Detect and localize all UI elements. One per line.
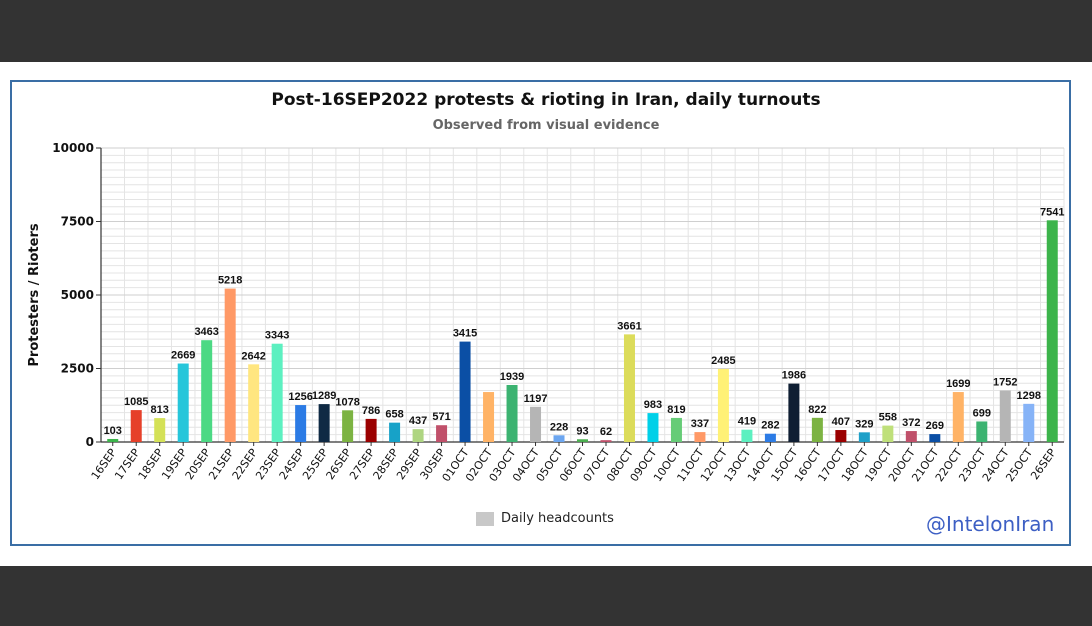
data-label: 2485: [711, 355, 735, 367]
y-tick-label: 5000: [61, 288, 94, 302]
data-label: 1699: [946, 378, 970, 390]
bar: [976, 421, 988, 442]
data-label: 2669: [171, 350, 195, 362]
data-label: 813: [151, 404, 169, 416]
x-tick-label: 26SEP: [1028, 446, 1059, 482]
bottom-letterbox-bar: [0, 566, 1092, 626]
bar: [647, 413, 659, 442]
chart-subtitle: Observed from visual evidence: [432, 118, 660, 133]
data-label: 282: [761, 420, 779, 432]
data-label: 983: [644, 399, 662, 411]
data-label: 5218: [218, 275, 242, 287]
data-label: 7541: [1040, 206, 1064, 218]
chart-legend: Daily headcounts: [476, 511, 614, 526]
data-label: 786: [362, 405, 380, 417]
bar: [389, 422, 401, 442]
bar: [107, 438, 119, 442]
data-label: 437: [409, 415, 427, 427]
bar: [835, 430, 847, 442]
bar: [412, 429, 424, 442]
chart-stage: Post-16SEP2022 protests & rioting in Ira…: [0, 62, 1092, 566]
bar: [295, 405, 307, 442]
bar: [271, 343, 283, 442]
bar-chart: 0 2500 5000 7500 10000 Protesters / Rioters 10…: [27, 141, 1065, 484]
bar: [882, 425, 894, 442]
bar: [248, 364, 260, 442]
bar: [694, 432, 706, 442]
data-label: 2642: [241, 350, 265, 362]
data-label: 699: [973, 407, 991, 419]
bar: [177, 363, 189, 442]
data-label: 571: [432, 411, 450, 423]
bar: [154, 418, 166, 442]
bar: [318, 404, 330, 442]
bar: [952, 392, 964, 442]
bar: [342, 410, 354, 442]
bar: [600, 440, 612, 442]
bar: [905, 431, 917, 442]
legend-label: Daily headcounts: [501, 511, 614, 526]
data-label: 1078: [335, 396, 359, 408]
y-axis-label: Protesters / Rioters: [27, 223, 42, 366]
y-tick-label: 10000: [52, 141, 94, 155]
y-tick-label: 2500: [61, 362, 94, 376]
data-label: 419: [738, 416, 756, 428]
legend-swatch: [476, 511, 494, 526]
data-label: 658: [385, 409, 403, 421]
bar: [1023, 403, 1035, 442]
bar: [670, 417, 682, 442]
bar: [929, 434, 941, 442]
watermark: @IntelonIran: [926, 512, 1055, 536]
y-tick-label: 7500: [61, 215, 94, 229]
bar: [858, 432, 870, 442]
bar: [1046, 220, 1058, 442]
data-label: 372: [902, 417, 920, 429]
bar: [365, 418, 377, 442]
data-label: 407: [832, 416, 850, 428]
data-label: 93: [576, 425, 588, 437]
bar: [459, 341, 471, 442]
data-label: 3343: [265, 330, 289, 342]
data-label: 1939: [500, 371, 524, 383]
bar: [530, 406, 542, 442]
bar: [553, 435, 565, 442]
data-label: 1085: [124, 396, 148, 408]
data-label: 62: [600, 426, 612, 438]
bar: [717, 368, 729, 442]
bar: [130, 410, 142, 442]
bar: [506, 384, 518, 442]
data-label: 1256: [288, 391, 312, 403]
data-label: 103: [104, 425, 122, 437]
data-label: 1197: [524, 393, 548, 405]
data-label: 3661: [617, 320, 641, 332]
data-label: 329: [855, 418, 873, 430]
data-label: 1298: [1017, 390, 1041, 402]
chart-title: Post-16SEP2022 protests & rioting in Ira…: [271, 90, 821, 110]
data-label: 269: [926, 420, 944, 432]
y-tick-label: 0: [86, 435, 94, 449]
bar: [436, 425, 448, 442]
chart-frame: [10, 80, 1071, 546]
bar: [999, 390, 1011, 442]
top-letterbox-bar: [0, 0, 1092, 62]
data-label: 3463: [194, 326, 218, 338]
bar: [623, 334, 635, 442]
bar: [224, 288, 236, 442]
bar: [201, 340, 213, 442]
data-label: 337: [691, 418, 709, 430]
bar: [741, 429, 753, 442]
data-label: 228: [550, 421, 568, 433]
data-label: 1289: [312, 390, 336, 402]
data-label: 558: [879, 412, 897, 424]
data-label: 3415: [453, 328, 477, 340]
data-label: 1986: [782, 370, 806, 382]
bar: [811, 417, 823, 442]
bar: [788, 383, 800, 442]
bar: [483, 392, 495, 442]
bar: [577, 439, 588, 442]
bar: [764, 433, 776, 442]
data-label: 819: [667, 404, 685, 416]
data-label: 822: [808, 404, 826, 416]
data-label: 1752: [993, 376, 1017, 388]
